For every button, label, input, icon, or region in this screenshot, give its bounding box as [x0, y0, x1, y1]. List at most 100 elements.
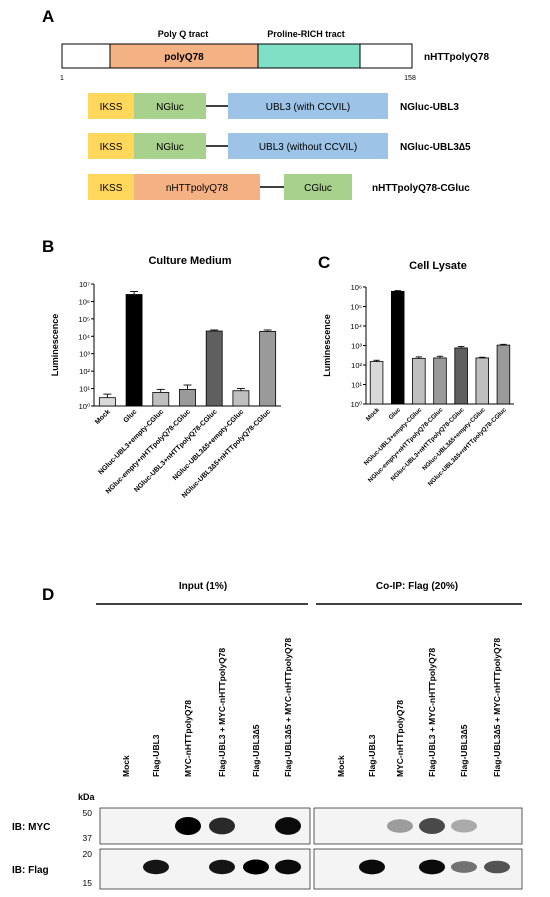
bar: [433, 357, 447, 405]
kda-label: kDa: [78, 792, 96, 802]
blot-band: [143, 859, 169, 875]
blot-band: [451, 861, 477, 873]
lane-label: Flag-UBL3∆5 + MYC-nHTTpolyQ78: [492, 638, 502, 777]
proline-segment: [257, 43, 361, 69]
coip-header: Co-IP: Flag (20%): [376, 581, 458, 592]
ikss-segment: [88, 174, 134, 200]
mw-marker: 15: [83, 878, 93, 888]
y-tick-label: 10¹: [79, 385, 90, 394]
ngluc-segment: [134, 133, 206, 159]
ikss-label: IKSS: [100, 142, 123, 153]
bar: [98, 397, 116, 407]
y-tick-label: 10²: [351, 361, 362, 370]
lane-label: Flag-UBL3∆5 + MYC-nHTTpolyQ78: [283, 638, 293, 777]
panel-a-letter: A: [42, 7, 54, 26]
blot-label: IB: MYC: [12, 822, 50, 833]
y-tick-label: 10³: [79, 350, 90, 359]
panel-b-letter: B: [42, 237, 54, 256]
y-tick-label: 10⁵: [79, 315, 90, 324]
x-tick-label: Gluc: [123, 408, 139, 424]
ubl3-segment: [228, 93, 388, 119]
y-axis-label: Luminescence: [322, 314, 332, 377]
ngluc-label: NGluc: [156, 102, 184, 113]
bar: [259, 331, 277, 407]
construct-ngluc-ubl3d5: IKSS NGluc UBL3 (without CCVIL) NGluc-UB…: [88, 133, 471, 159]
chart-title: Culture Medium: [148, 255, 231, 267]
blot-label: IB: Flag: [12, 865, 49, 876]
chart-culture-medium: Culture Medium Luminescence 10⁰ 10¹ 10² 10³ 10…: [50, 255, 281, 500]
polyq-tract-label: Poly Q tract: [158, 29, 209, 39]
blot-band: [209, 817, 235, 835]
chart-cell-lysate: Cell Lysate Luminescence 10⁰ 10¹ 10² 10³ 10⁴ 10…: [322, 260, 514, 488]
chart-title: Cell Lysate: [409, 260, 467, 272]
cgluc-segment: [284, 174, 352, 200]
nhtt-start-label: 1: [60, 75, 64, 82]
lane-label: Flag-UBL3: [151, 734, 161, 777]
x-tick-label: Mock: [365, 406, 382, 423]
blot-band: [175, 817, 201, 835]
mw-marker: 37: [83, 833, 93, 843]
ikss-segment: [88, 93, 134, 119]
ubl3-label: UBL3 (with CCVIL): [266, 102, 350, 113]
lane-label: Flag-UBL3∆5: [459, 724, 469, 777]
blot-band: [275, 817, 301, 835]
mw-marker: 20: [83, 849, 93, 859]
bar: [454, 347, 468, 405]
blot-band: [419, 859, 445, 875]
blot-band: [275, 859, 301, 875]
bar: [125, 294, 143, 407]
y-tick-label: 10⁷: [79, 280, 90, 289]
bar: [369, 361, 384, 405]
construct-name: NGluc-UBL3∆5: [400, 142, 471, 153]
ubl3-segment: [228, 133, 388, 159]
y-tick-label: 10²: [79, 367, 90, 376]
blot-band: [209, 859, 235, 875]
lane-labels: Mock Flag-UBL3 MYC-nHTTpolyQ78 Flag-UBL3 + …: [121, 638, 502, 777]
lane-label: MYC-nHTTpolyQ78: [183, 700, 193, 777]
y-tick-label: 10⁰: [79, 402, 90, 411]
x-tick-label: NGluc-UBL3∆5+nHTTpolyQ78-CGluc: [427, 406, 509, 488]
lane-label: Mock: [336, 755, 346, 777]
nhtt-construct-name: nHTTpolyQ78: [424, 52, 489, 63]
blot-input-membrane: [99, 848, 311, 890]
bar: [496, 344, 511, 405]
x-tick-label: Mock: [94, 408, 112, 426]
nhtt-segment: [134, 174, 260, 200]
y-tick-label: 10⁵: [351, 303, 362, 312]
panel-d: D Input (1%) Co-IP: Flag (20%) kDa Mock F…: [12, 581, 523, 890]
construct-name: nHTTpolyQ78-CGluc: [372, 183, 470, 194]
panel-a: A Poly Q tract Proline-RICH tract polyQ7…: [42, 7, 489, 200]
ngluc-segment: [134, 93, 206, 119]
blot-band: [419, 818, 445, 834]
lane-label: Flag-UBL3∆5: [251, 724, 261, 777]
y-tick-label: 10¹: [351, 381, 362, 390]
polyq-segment-label: polyQ78: [164, 52, 204, 63]
blot-band: [484, 860, 510, 874]
polyq-segment: [109, 43, 259, 69]
proline-tract-label: Proline-RICH tract: [267, 29, 345, 39]
y-tick-label: 10⁴: [350, 322, 362, 331]
lane-label: MYC-nHTTpolyQ78: [395, 700, 405, 777]
ikss-label: IKSS: [100, 102, 123, 113]
ngluc-label: NGluc: [156, 142, 184, 153]
bar: [152, 392, 170, 407]
nhtt-end-label: 158: [404, 75, 416, 82]
bar: [390, 290, 405, 405]
cgluc-label: CGluc: [304, 183, 332, 194]
panel-d-letter: D: [42, 585, 54, 604]
construct-ngluc-ubl3: IKSS NGluc UBL3 (with CCVIL) NGluc-UBL3: [88, 93, 459, 119]
bar: [232, 390, 250, 407]
lane-label: Flag-UBL3 + MYC-nHTTpolyQ78: [427, 648, 437, 777]
lane-label: Flag-UBL3: [367, 734, 377, 777]
y-tick-label: 10⁴: [78, 332, 90, 341]
x-tick-label: Gluc: [387, 406, 402, 421]
bar: [205, 330, 223, 407]
ikss-segment: [88, 133, 134, 159]
ubl3-label: UBL3 (without CCVIL): [259, 142, 357, 153]
blot-band: [387, 819, 413, 833]
y-tick-label: 10⁰: [351, 400, 362, 409]
western-blots: IB: MYC 50 37 IB: Flag 20 15: [12, 807, 523, 890]
input-header: Input (1%): [179, 581, 227, 592]
y-tick-label: 10⁶: [79, 297, 90, 306]
bar: [412, 357, 426, 405]
